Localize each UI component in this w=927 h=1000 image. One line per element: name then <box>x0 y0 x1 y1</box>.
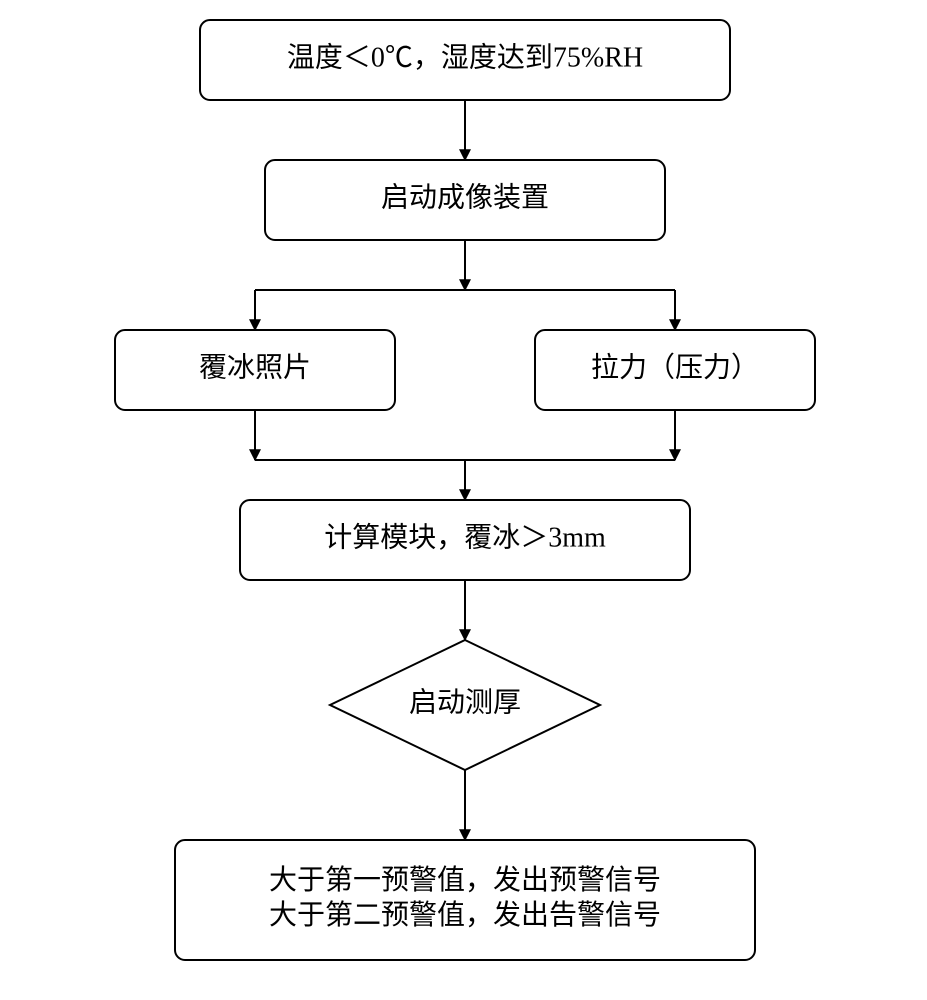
flow-node-label: 启动成像装置 <box>381 181 549 213</box>
flowchart-canvas: 温度＜0℃，湿度达到75%RH 启动成像装置覆冰照片 拉力（压力） 计算模块，覆冰＞3… <box>0 0 927 1000</box>
flow-node-label: 大于第一预警值，发出预警信号 <box>269 864 661 896</box>
flow-node: 启动测厚 <box>330 640 600 770</box>
flow-node-label: 大于第二预警值，发出告警信号 <box>269 899 661 931</box>
flow-node: 拉力（压力） <box>535 330 815 410</box>
flow-node-label: 覆冰照片 <box>199 351 311 383</box>
flow-node: 启动成像装置 <box>265 160 665 240</box>
flow-node: 计算模块，覆冰＞3mm <box>240 500 690 580</box>
flow-node-label: 启动测厚 <box>409 686 521 718</box>
flow-node-label: 拉力（压力） <box>591 351 759 383</box>
flow-node: 覆冰照片 <box>115 330 395 410</box>
flow-node-label: 温度＜0℃，湿度达到75%RH <box>287 41 643 73</box>
flow-node: 大于第一预警值，发出预警信号大于第二预警值，发出告警信号 <box>175 840 755 960</box>
flow-node: 温度＜0℃，湿度达到75%RH <box>200 20 730 100</box>
flow-node-label: 计算模块，覆冰＞3mm <box>324 521 606 553</box>
